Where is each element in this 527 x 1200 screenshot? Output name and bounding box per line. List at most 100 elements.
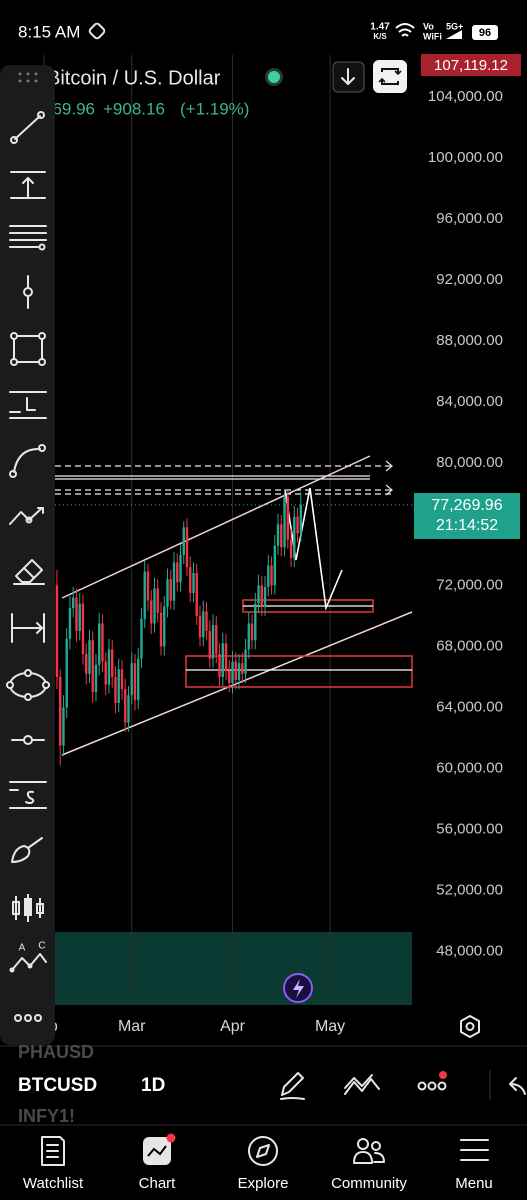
- candle-body: [254, 603, 257, 641]
- curve-tool[interactable]: [9, 444, 46, 478]
- candle-body: [195, 573, 198, 616]
- eraser-tool[interactable]: [13, 559, 45, 585]
- vertical-line-tool[interactable]: [23, 275, 33, 309]
- signal-line-tool[interactable]: [9, 781, 47, 809]
- brush-tool[interactable]: [11, 837, 43, 863]
- net-speed-unit: K/S: [373, 32, 387, 41]
- candle-body: [241, 663, 244, 674]
- candle-body: [91, 640, 94, 693]
- candle-body: [120, 669, 124, 690]
- chart-icon[interactable]: [143, 1133, 176, 1166]
- nav-label[interactable]: Explore: [238, 1175, 289, 1192]
- nav-label[interactable]: Community: [331, 1175, 407, 1192]
- candle-body: [198, 615, 202, 638]
- candle-body: [166, 579, 169, 607]
- candle-body: [221, 643, 224, 677]
- menu-icon[interactable]: [460, 1139, 489, 1161]
- nav-label[interactable]: Watchlist: [23, 1175, 84, 1192]
- candle-body: [169, 579, 172, 601]
- candle-body: [280, 524, 283, 548]
- fullscreen-button[interactable]: [373, 60, 407, 93]
- level-marker: [385, 460, 394, 496]
- parallel-tool[interactable]: [9, 225, 47, 251]
- candle-body: [75, 597, 78, 632]
- signal-icon: [446, 30, 462, 39]
- candle-body: [182, 527, 185, 555]
- candle-body: [270, 565, 273, 586]
- more-tools[interactable]: [14, 1014, 42, 1022]
- undo-button[interactable]: [509, 1077, 526, 1095]
- candle-body: [192, 573, 195, 593]
- candle-body: [55, 585, 59, 677]
- candle-body: [65, 638, 68, 708]
- candle-body: [299, 504, 303, 534]
- nav-label[interactable]: Menu: [455, 1175, 493, 1192]
- candle-body: [114, 676, 117, 703]
- change-percent: (+1.19%): [180, 99, 249, 118]
- y-tick-label: 80,000.00: [436, 454, 503, 471]
- candle-body: [257, 585, 260, 604]
- candle-body: [224, 643, 228, 671]
- candle-body: [133, 663, 137, 700]
- horizontal-ray-tool[interactable]: [11, 735, 45, 745]
- y-tick-label: 104,000.00: [428, 88, 503, 105]
- wifi-calling: WiFi: [423, 31, 442, 41]
- ai-icon[interactable]: [283, 973, 313, 1003]
- x-tick-label: Mar: [118, 1018, 146, 1035]
- prev-symbol[interactable]: PHAUSD: [18, 1042, 94, 1062]
- explore-icon[interactable]: [248, 1136, 278, 1166]
- indicators-button[interactable]: [344, 1074, 380, 1095]
- watchlist-icon[interactable]: [41, 1136, 65, 1166]
- scroll-down-button[interactable]: [332, 61, 365, 93]
- drag-handle[interactable]: [18, 72, 38, 83]
- community-icon[interactable]: [353, 1138, 385, 1164]
- alert-price: 107,119.12: [434, 57, 508, 74]
- chart-area: [43, 55, 412, 1005]
- candle-body: [59, 676, 62, 746]
- candle-body: [107, 649, 111, 685]
- candle-body: [211, 625, 215, 659]
- y-tick-label: 72,000.00: [436, 576, 503, 593]
- pattern-tool[interactable]: [9, 507, 44, 525]
- candle-body: [159, 612, 163, 647]
- volte: Vo: [423, 21, 434, 31]
- more-button[interactable]: [417, 1081, 447, 1091]
- vpn-icon: [88, 22, 106, 40]
- channel-upper: [61, 455, 371, 599]
- svg-text:A: A: [19, 943, 26, 954]
- trend-line-tool[interactable]: [10, 111, 45, 144]
- change: +908.16: [103, 99, 165, 118]
- interval[interactable]: 1D: [141, 1075, 165, 1096]
- candle-body: [218, 654, 221, 677]
- text-line-tool[interactable]: [9, 391, 47, 419]
- y-tick-label: 52,000.00: [436, 882, 503, 899]
- next-symbol[interactable]: INFY1!: [18, 1106, 75, 1126]
- candles-tool[interactable]: [12, 894, 44, 922]
- measure-tool[interactable]: [11, 613, 45, 643]
- settings-button[interactable]: [460, 1015, 480, 1038]
- candle-body: [215, 625, 218, 655]
- candle-body: [98, 623, 101, 665]
- network-type: 5G+: [446, 21, 463, 31]
- draw-button[interactable]: [280, 1072, 305, 1100]
- candle-body: [263, 586, 267, 607]
- countdown: 21:14:52: [436, 517, 498, 534]
- nav-label[interactable]: Chart: [139, 1175, 177, 1192]
- candle-body: [143, 571, 146, 619]
- candle-body: [176, 562, 179, 583]
- zone: [185, 655, 413, 688]
- candle-body: [81, 603, 85, 655]
- candle-body: [94, 664, 98, 693]
- symbol[interactable]: BTCUSD: [18, 1075, 97, 1096]
- rectangle-tool[interactable]: [10, 332, 46, 366]
- fib-tool[interactable]: [10, 171, 46, 199]
- candle-body: [140, 618, 143, 659]
- badge: [414, 493, 520, 539]
- user-drawings: [55, 455, 413, 756]
- ellipse-tool[interactable]: [6, 669, 50, 701]
- symbol-name[interactable]: Bitcoin / U.S. Dollar: [47, 67, 221, 89]
- candle-body: [72, 597, 75, 609]
- last-price: 77,269.96: [431, 497, 502, 514]
